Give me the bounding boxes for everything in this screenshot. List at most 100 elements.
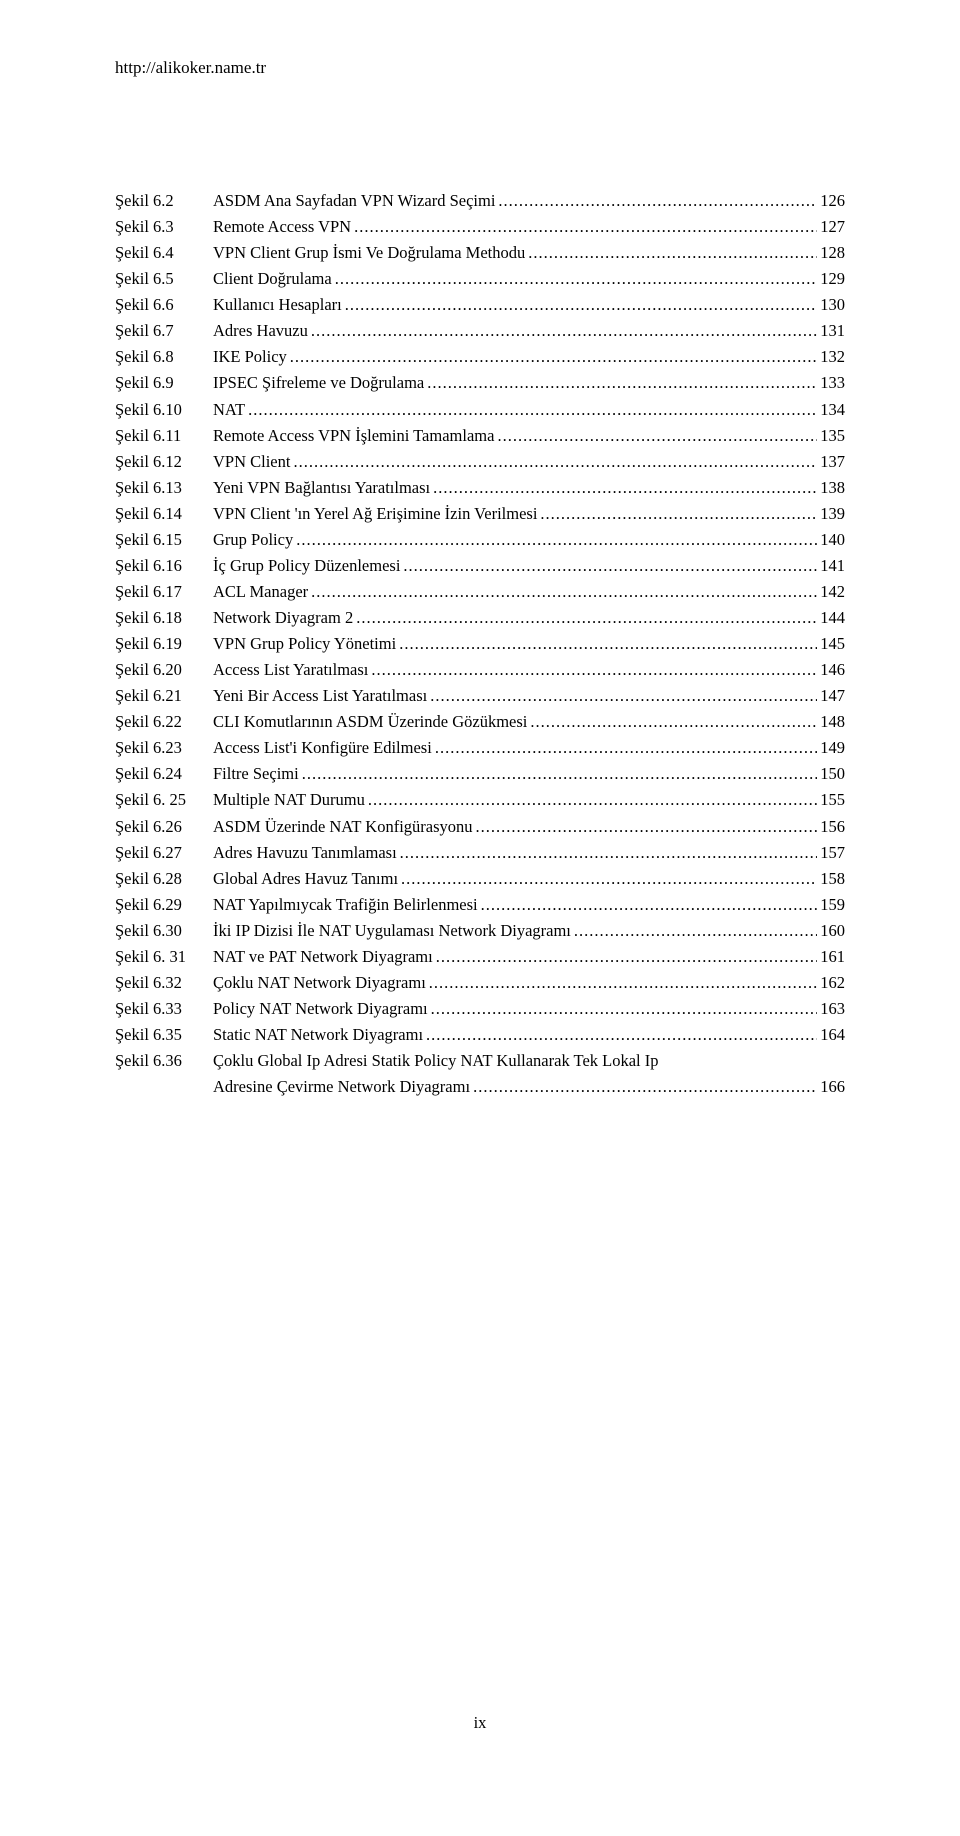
- toc-leader-dots: [498, 188, 817, 214]
- toc-label: Şekil 6.23: [115, 735, 213, 761]
- toc-page: 128: [820, 240, 845, 266]
- toc-leader-dots: [302, 761, 818, 787]
- toc-entry: Şekil 6.5Client Doğrulama129: [115, 266, 845, 292]
- toc-entry: Şekil 6.16İç Grup Policy Düzenlemesi 141: [115, 553, 845, 579]
- toc-title: VPN Grup Policy Yönetimi: [213, 631, 396, 657]
- toc-entry: Şekil 6.32Çoklu NAT Network Diyagramı162: [115, 970, 845, 996]
- toc-label: Şekil 6.19: [115, 631, 213, 657]
- toc-title: VPN Client Grup İsmi Ve Doğrulama Method…: [213, 240, 525, 266]
- toc-title: Çoklu NAT Network Diyagramı: [213, 970, 426, 996]
- toc-title: Access List Yaratılması: [213, 657, 368, 683]
- toc-entry: Şekil 6.22CLI Komutlarının ASDM Üzerinde…: [115, 709, 845, 735]
- toc-page: 150: [820, 761, 845, 787]
- toc-page: 129: [820, 266, 845, 292]
- toc-title: NAT: [213, 397, 245, 423]
- toc-page: 131: [820, 318, 845, 344]
- toc-entry: Şekil 6.7Adres Havuzu131: [115, 318, 845, 344]
- toc-page: 141: [820, 553, 845, 579]
- toc-title: İki IP Dizisi İle NAT Uygulaması Network…: [213, 918, 571, 944]
- toc-title: Adres Havuzu: [213, 318, 308, 344]
- toc-label: Şekil 6.18: [115, 605, 213, 631]
- toc-label: Şekil 6.30: [115, 918, 213, 944]
- toc-page: 164: [820, 1022, 845, 1048]
- toc-leader-dots: [427, 370, 817, 396]
- toc-title: ASDM Ana Sayfadan VPN Wizard Seçimi: [213, 188, 495, 214]
- toc-label: Şekil 6.2: [115, 188, 213, 214]
- toc-title: Network Diyagram 2: [213, 605, 353, 631]
- toc-page: 145: [820, 631, 845, 657]
- header-url: http://alikoker.name.tr: [115, 58, 845, 78]
- toc-page: 139: [820, 501, 845, 527]
- table-of-contents: Şekil 6.2ASDM Ana Sayfadan VPN Wizard Se…: [115, 188, 845, 1100]
- toc-page: 163: [820, 996, 845, 1022]
- toc-entry: Şekil 6.30İki IP Dizisi İle NAT Uygulama…: [115, 918, 845, 944]
- toc-title: NAT Yapılmıycak Trafiğin Belirlenmesi: [213, 892, 478, 918]
- toc-leader-dots: [530, 709, 817, 735]
- toc-title: Remote Access VPN İşlemini Tamamlama: [213, 423, 494, 449]
- toc-leader-dots: [401, 866, 817, 892]
- toc-entry-continuation: Adresine Çevirme Network Diyagramı166: [115, 1074, 845, 1100]
- toc-label: Şekil 6.12: [115, 449, 213, 475]
- toc-title: VPN Client 'ın Yerel Ağ Erişimine İzin V…: [213, 501, 537, 527]
- toc-entry: Şekil 6.2ASDM Ana Sayfadan VPN Wizard Se…: [115, 188, 845, 214]
- toc-leader-dots: [476, 814, 818, 840]
- toc-leader-dots: [574, 918, 817, 944]
- toc-label: Şekil 6.13: [115, 475, 213, 501]
- toc-title: Multiple NAT Durumu: [213, 787, 365, 813]
- toc-label: Şekil 6.20: [115, 657, 213, 683]
- toc-title: NAT ve PAT Network Diyagramı: [213, 944, 433, 970]
- toc-page: 155: [820, 787, 845, 813]
- toc-title: Yeni VPN Bağlantısı Yaratılması: [213, 475, 430, 501]
- toc-entry: Şekil 6.3Remote Access VPN127: [115, 214, 845, 240]
- toc-page: 133: [820, 370, 845, 396]
- toc-page: 149: [820, 735, 845, 761]
- toc-leader-dots: [311, 579, 817, 605]
- toc-page: 160: [820, 918, 845, 944]
- toc-entry: Şekil 6. 31NAT ve PAT Network Diyagramı1…: [115, 944, 845, 970]
- toc-page: 166: [820, 1074, 845, 1100]
- toc-page: 161: [820, 944, 845, 970]
- toc-page: 138: [820, 475, 845, 501]
- toc-title: Yeni Bir Access List Yaratılması: [213, 683, 427, 709]
- toc-entry: Şekil 6.12VPN Client137: [115, 449, 845, 475]
- toc-label: Şekil 6.6: [115, 292, 213, 318]
- toc-page: 147: [820, 683, 845, 709]
- toc-label: Şekil 6. 25: [115, 787, 213, 813]
- toc-leader-dots: [431, 996, 818, 1022]
- toc-title: İç Grup Policy Düzenlemesi: [213, 553, 400, 579]
- toc-leader-dots: [430, 683, 817, 709]
- toc-entry: Şekil 6.26ASDM Üzerinde NAT Konfigürasyo…: [115, 814, 845, 840]
- toc-title: Remote Access VPN: [213, 214, 351, 240]
- toc-title: Global Adres Havuz Tanımı: [213, 866, 398, 892]
- toc-leader-dots: [345, 292, 818, 318]
- toc-entry: Şekil 6.20Access List Yaratılması146: [115, 657, 845, 683]
- toc-entry: Şekil 6.6Kullanıcı Hesapları130: [115, 292, 845, 318]
- toc-label: Şekil 6.32: [115, 970, 213, 996]
- toc-title: CLI Komutlarının ASDM Üzerinde Gözükmesi: [213, 709, 527, 735]
- toc-entry: Şekil 6.11Remote Access VPN İşlemini Tam…: [115, 423, 845, 449]
- toc-leader-dots: [400, 840, 818, 866]
- toc-entry: Şekil 6.10NAT134: [115, 397, 845, 423]
- toc-entry: Şekil 6.18Network Diyagram 2144: [115, 605, 845, 631]
- toc-title: Client Doğrulama: [213, 266, 332, 292]
- toc-label: Şekil 6.9: [115, 370, 213, 396]
- toc-leader-dots: [293, 449, 817, 475]
- toc-label: Şekil 6.21: [115, 683, 213, 709]
- toc-page: 140: [820, 527, 845, 553]
- toc-label: Şekil 6.24: [115, 761, 213, 787]
- toc-title: Grup Policy: [213, 527, 293, 553]
- toc-title: Access List'i Konfigüre Edilmesi: [213, 735, 432, 761]
- toc-label: Şekil 6.4: [115, 240, 213, 266]
- toc-label: Şekil 6.16: [115, 553, 213, 579]
- page-number: ix: [0, 1713, 960, 1733]
- toc-title: ASDM Üzerinde NAT Konfigürasyonu: [213, 814, 473, 840]
- toc-entry: Şekil 6.13Yeni VPN Bağlantısı Yaratılmas…: [115, 475, 845, 501]
- toc-page: 158: [820, 866, 845, 892]
- toc-title: Kullanıcı Hesapları: [213, 292, 342, 318]
- toc-label: Şekil 6.28: [115, 866, 213, 892]
- toc-leader-dots: [473, 1074, 817, 1100]
- toc-label: Şekil 6.33: [115, 996, 213, 1022]
- toc-entry: Şekil 6.36Çoklu Global Ip Adresi Statik …: [115, 1048, 845, 1074]
- toc-label: Şekil 6.29: [115, 892, 213, 918]
- toc-leader-dots: [497, 423, 817, 449]
